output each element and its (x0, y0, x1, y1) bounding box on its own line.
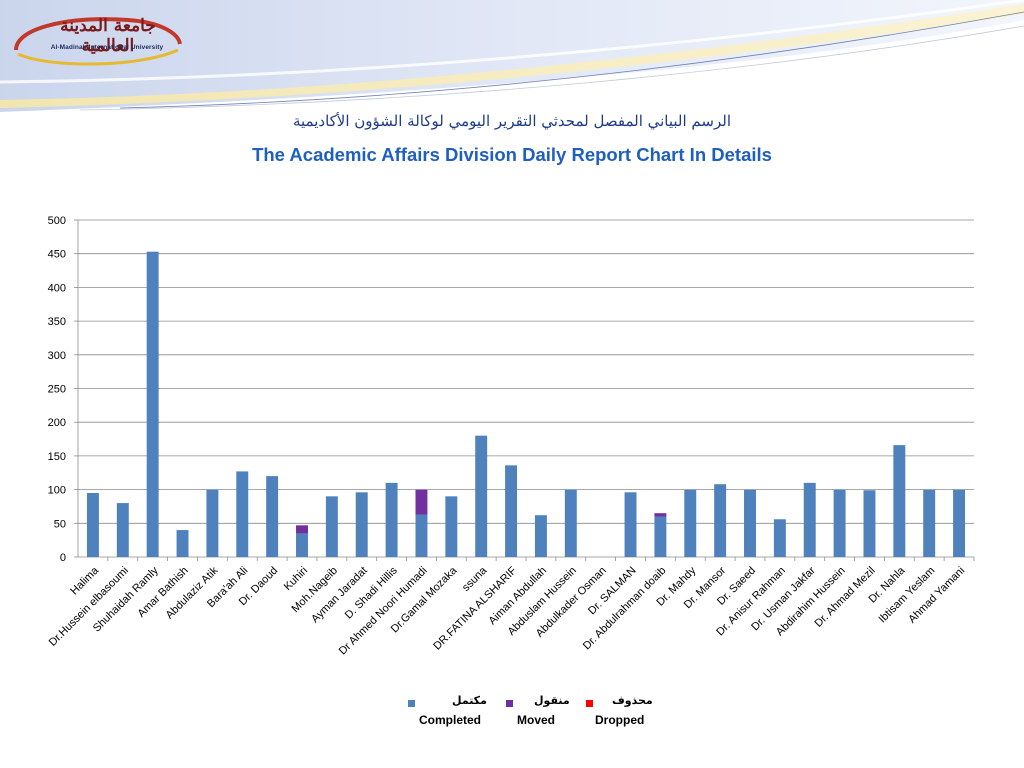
bar-completed (206, 489, 219, 557)
bar-completed (863, 490, 876, 557)
bar-completed (624, 492, 637, 557)
y-tick-label: 450 (48, 249, 66, 261)
bar-completed (893, 445, 906, 557)
y-tick-label: 300 (48, 350, 66, 362)
bar-completed (953, 489, 966, 557)
y-tick-label: 400 (48, 282, 66, 294)
bar-completed (176, 530, 189, 557)
bar-completed (684, 489, 697, 557)
legend-label-arabic-completed: مكتمل (452, 694, 487, 707)
legend-item-dropped: محذوف Dropped (584, 693, 674, 733)
legend-item-moved: منقول Moved (503, 693, 593, 733)
legend-item-completed: مكتمل Completed (400, 693, 490, 733)
bar-completed (86, 492, 99, 557)
university-logo: جامعة المدينة العالمية Al-Madinah Intern… (8, 10, 188, 70)
bar-completed (296, 533, 308, 557)
chart-legend: مكتمل Completed منقول Moved محذوف Droppe… (400, 693, 670, 733)
legend-label-moved: Moved (517, 713, 556, 727)
legend-label-completed: Completed (419, 713, 482, 727)
bar-completed (803, 482, 816, 557)
y-tick-label: 200 (48, 417, 66, 429)
chart-title-arabic: الرسم البياني المفصل لمحدثي التقرير اليو… (292, 112, 732, 130)
bar-completed (385, 482, 398, 557)
bar-completed (415, 514, 428, 557)
bar-moved (654, 513, 667, 517)
bar-completed (146, 251, 159, 558)
y-tick-label: 50 (54, 518, 66, 530)
x-category-label: Ahmad Yamani (906, 565, 967, 626)
bar-completed (325, 496, 338, 557)
legend-label-dropped: Dropped (595, 713, 645, 727)
header-swoosh-decoration (0, 0, 1024, 112)
legend-swatch-moved (506, 700, 513, 707)
bar-completed (773, 519, 786, 557)
legend-swatch-completed (408, 700, 415, 707)
y-tick-label: 350 (48, 316, 66, 328)
bar-completed (505, 465, 518, 557)
bar-completed (744, 489, 756, 557)
y-tick-label: 150 (48, 451, 66, 463)
bar-completed (266, 476, 279, 557)
y-tick-label: 100 (48, 485, 66, 497)
bar-completed (923, 489, 936, 557)
bar-completed (833, 489, 846, 557)
bar-completed (355, 492, 368, 557)
bar-completed (564, 489, 577, 557)
logo-arc-icon (14, 17, 182, 66)
bar-completed (654, 516, 667, 557)
bar-moved (415, 489, 428, 515)
bar-completed (534, 515, 547, 557)
bar-moved (296, 525, 308, 534)
bar-completed (445, 496, 458, 557)
logo-arabic-name: جامعة المدينة العالمية (60, 16, 156, 56)
legend-label-arabic-moved: منقول (534, 694, 570, 707)
chart-title-english: The Academic Affairs Division Daily Repo… (252, 144, 772, 165)
bar-completed (475, 435, 488, 557)
legend-label-arabic-dropped: محذوف (612, 694, 653, 707)
x-category-label: Kuhiri (282, 565, 310, 593)
bar-completed (116, 503, 129, 557)
y-tick-label: 250 (48, 384, 66, 396)
bar-completed (714, 484, 727, 557)
y-tick-label: 500 (48, 215, 66, 227)
legend-swatch-dropped (586, 700, 593, 707)
logo-english-name: Al-Madinah International University (50, 44, 164, 51)
bar-completed (236, 471, 249, 557)
y-tick-label: 0 (60, 552, 66, 564)
